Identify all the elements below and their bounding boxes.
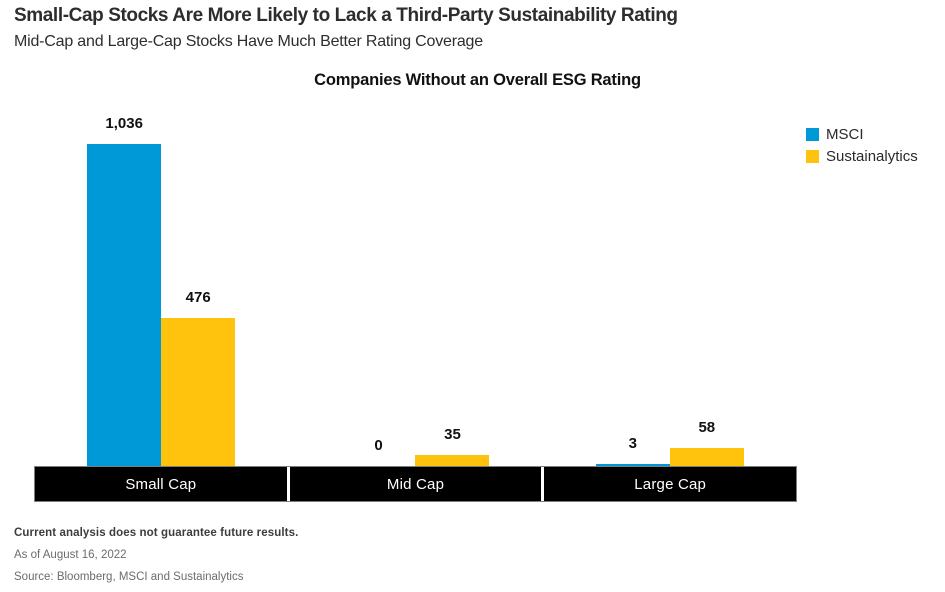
page-subtitle: Mid-Cap and Large-Cap Stocks Have Much B… xyxy=(14,33,483,50)
value-label-msci-large-cap: 3 xyxy=(628,435,637,452)
legend-swatch-icon xyxy=(806,128,819,141)
bar-sustainalytics-mid-cap xyxy=(415,455,490,466)
bar-column-msci-small-cap: 1,036 xyxy=(87,115,162,466)
category-label-large-cap: Large Cap xyxy=(544,467,797,501)
value-label-sustainalytics-mid-cap: 35 xyxy=(444,426,461,443)
bar-groups: 1,036 476 0 35 3 58 xyxy=(34,115,797,466)
bar-column-sustainalytics-mid-cap: 35 xyxy=(415,120,490,466)
bar-sustainalytics-small-cap xyxy=(161,318,236,466)
legend-label: Sustainalytics xyxy=(826,148,918,165)
legend-item-msci: MSCI xyxy=(806,126,918,143)
bar-group-small-cap: 1,036 476 xyxy=(34,115,288,466)
legend: MSCI Sustainalytics xyxy=(806,126,918,170)
footer-source: Source: Bloomberg, MSCI and Sustainalyti… xyxy=(14,571,244,583)
category-label-mid-cap: Mid Cap xyxy=(289,467,542,501)
value-label-sustainalytics-large-cap: 58 xyxy=(698,419,716,436)
bar-group-mid-cap: 0 35 xyxy=(288,120,542,466)
bar-group-large-cap: 3 58 xyxy=(543,120,797,466)
chart-title: Companies Without an Overall ESG Rating xyxy=(314,71,641,89)
value-label-sustainalytics-small-cap: 476 xyxy=(185,289,211,306)
footer-disclaimer: Current analysis does not guarantee futu… xyxy=(14,527,299,539)
value-label-msci-mid-cap: 0 xyxy=(374,437,383,454)
bar-column-msci-large-cap: 3 xyxy=(595,120,670,466)
bar-column-sustainalytics-large-cap: 58 xyxy=(669,120,744,466)
legend-label: MSCI xyxy=(826,126,864,143)
value-label-msci-small-cap: 1,036 xyxy=(105,115,143,132)
bar-pair: 3 58 xyxy=(595,120,744,466)
bar-pair: 0 35 xyxy=(341,120,490,466)
bar-msci-large-cap xyxy=(595,464,670,466)
bar-pair: 1,036 476 xyxy=(87,115,236,466)
bar-column-sustainalytics-small-cap: 476 xyxy=(161,120,236,466)
page-title: Small-Cap Stocks Are More Likely to Lack… xyxy=(14,5,678,26)
bar-sustainalytics-large-cap xyxy=(669,448,744,466)
legend-item-sustainalytics: Sustainalytics xyxy=(806,148,918,165)
legend-swatch-icon xyxy=(806,150,819,163)
bar-msci-small-cap xyxy=(87,144,162,466)
category-label-small-cap: Small Cap xyxy=(35,467,287,501)
category-band: Small Cap Mid Cap Large Cap xyxy=(34,466,797,502)
bar-column-msci-mid-cap: 0 xyxy=(341,120,415,466)
footer-as-of-date: As of August 16, 2022 xyxy=(14,549,127,561)
